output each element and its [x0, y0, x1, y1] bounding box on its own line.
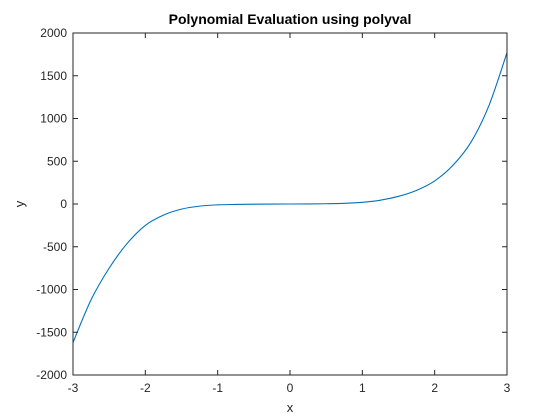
x-tick-label: -2: [140, 381, 151, 395]
y-axis-label: y: [12, 200, 27, 207]
x-tick-label: 0: [287, 381, 294, 395]
y-tick-label: -2000: [36, 368, 67, 382]
tick-layer: -3 -2 -1 0 1 2 3 -2000 -1500 -1000 -500 0 500 1000 150…: [36, 26, 510, 395]
series-line-1: [72, 52, 508, 343]
y-tick-label: 1500: [40, 69, 67, 83]
x-axis-label: x: [287, 400, 294, 415]
y-tick-label: 500: [47, 154, 67, 168]
y-tick-label: -500: [43, 240, 67, 254]
chart-title: Polynomial Evaluation using polyval: [169, 11, 412, 27]
y-tick-label: -1000: [36, 283, 67, 297]
y-tick-label: 1000: [40, 112, 67, 126]
y-tick-label: 2000: [40, 26, 67, 40]
y-tick-label: -1500: [36, 325, 67, 339]
y-tick-label: 0: [60, 197, 67, 211]
x-tick-label: 1: [359, 381, 366, 395]
x-tick-label: 3: [504, 381, 511, 395]
x-tick-label: -3: [68, 381, 79, 395]
x-tick-label: -1: [212, 381, 223, 395]
x-tick-label: 2: [431, 381, 438, 395]
curve-layer: [72, 52, 508, 343]
